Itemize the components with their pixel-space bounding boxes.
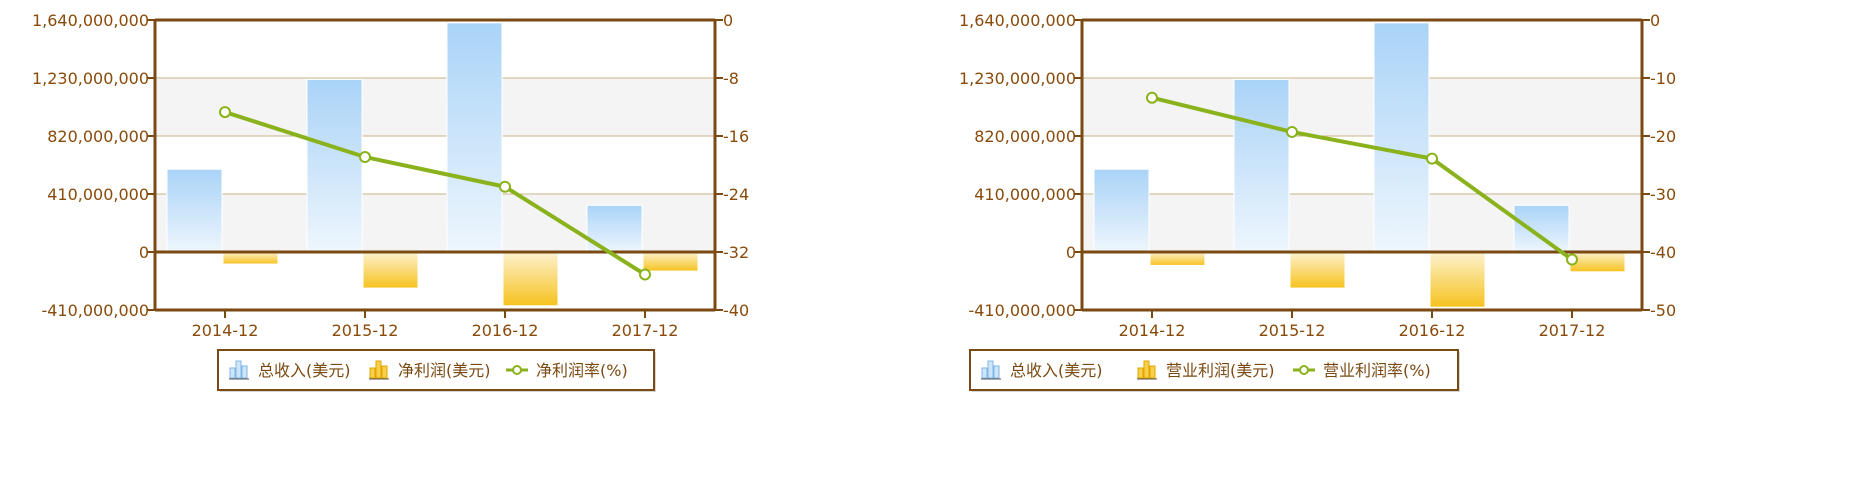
- y-left-tick-label: -410,000,000: [968, 301, 1076, 320]
- bar-chart-orange-icon: [369, 360, 389, 380]
- x-tick-label-2015-12: 2015-12: [332, 321, 399, 340]
- y-right-tick-label: -20: [1650, 127, 1676, 146]
- legend-item-0[interactable]: 总收入(美元): [229, 360, 351, 380]
- x-tick-label-2015-12: 2015-12: [1259, 321, 1326, 340]
- bar-profit-2016-12[interactable]: [502, 251, 559, 307]
- legend-label: 营业利润(美元): [1166, 361, 1275, 380]
- y-left-tick-label: 1,640,000,000: [32, 11, 149, 30]
- bar-revenue-2016-12[interactable]: [446, 22, 503, 253]
- bar-revenue-2017-12[interactable]: [1513, 204, 1570, 253]
- bar-profit-2017-12[interactable]: [642, 251, 699, 272]
- chart-operating-profit: 1,640,000,000 0 1,230,000,000 -10 820,000,00…: [959, 11, 1676, 392]
- legend-box: [969, 349, 1459, 391]
- bar-revenue-2014-12[interactable]: [166, 168, 223, 253]
- bar-profit-2016-12[interactable]: [1429, 251, 1486, 308]
- x-tick-label-2017-12: 2017-12: [612, 321, 679, 340]
- bar-chart-orange-icon: [1137, 360, 1157, 380]
- y-left-tick-label: 820,000,000: [974, 127, 1076, 146]
- grid-band: [155, 78, 715, 136]
- y-left-tick-label: 1,230,000,000: [959, 69, 1076, 88]
- legend-label: 总收入(美元): [1010, 361, 1103, 380]
- bar-profit-2015-12[interactable]: [1289, 251, 1346, 289]
- legend-item-1[interactable]: 净利润(美元): [369, 360, 491, 380]
- y-right-tick-label: -24: [723, 185, 749, 204]
- margin-point-2014-12[interactable]: [1146, 91, 1158, 104]
- bar-chart-blue-icon: [981, 360, 1001, 380]
- y-right-tick-label: -32: [723, 243, 749, 262]
- y-right-tick-label: 0: [723, 11, 733, 30]
- y-left-tick-label: 1,640,000,000: [959, 11, 1076, 30]
- y-right-tick-label: -30: [1650, 185, 1676, 204]
- y-left-tick-label: 0: [1066, 243, 1076, 262]
- y-left-tick-label: 410,000,000: [974, 185, 1076, 204]
- x-tick-label-2014-12: 2014-12: [1119, 321, 1186, 340]
- margin-point-2016-12[interactable]: [499, 180, 511, 193]
- grid-band: [1082, 78, 1642, 136]
- legend-item-0[interactable]: 总收入(美元): [981, 360, 1103, 380]
- legend-label: 净利润(美元): [398, 361, 491, 380]
- legend-label: 总收入(美元): [258, 361, 351, 380]
- x-tick-label-2016-12: 2016-12: [1399, 321, 1466, 340]
- bar-revenue-2016-12[interactable]: [1373, 22, 1430, 253]
- legend-item-2[interactable]: 营业利润率(%): [1293, 361, 1431, 380]
- line-marker-icon: [1293, 365, 1315, 375]
- margin-point-2015-12[interactable]: [359, 151, 371, 164]
- bar-revenue-2015-12[interactable]: [1233, 78, 1290, 253]
- bar-chart-blue-icon: [229, 360, 249, 380]
- legend-item-2[interactable]: 净利润率(%): [506, 361, 628, 380]
- y-right-tick-label: -50: [1650, 301, 1676, 320]
- margin-point-2014-12[interactable]: [219, 106, 231, 119]
- legend: 总收入(美元) 净利润(美元) 净利润率(%): [217, 349, 656, 392]
- line-marker-icon: [506, 365, 528, 375]
- bar-revenue-2015-12[interactable]: [306, 78, 363, 253]
- legend-item-1[interactable]: 营业利润(美元): [1137, 360, 1275, 380]
- margin-line: [1151, 95, 1574, 262]
- x-tick-label-2016-12: 2016-12: [472, 321, 539, 340]
- legend: 总收入(美元) 营业利润(美元) 营业利润率(%): [969, 349, 1460, 392]
- y-left-tick-label: -410,000,000: [41, 301, 149, 320]
- y-left-tick-label: 1,230,000,000: [32, 69, 149, 88]
- y-right-tick-label: -8: [723, 69, 739, 88]
- margin-point-2015-12[interactable]: [1286, 125, 1298, 138]
- y-right-tick-label: -40: [1650, 243, 1676, 262]
- bar-profit-2015-12[interactable]: [362, 251, 419, 289]
- margin-point-2017-12[interactable]: [639, 268, 651, 281]
- chart-net-profit: 1,640,000,000 0 1,230,000,000 -8 820,000,000…: [32, 11, 749, 392]
- legend-box: [217, 349, 655, 391]
- y-right-tick-label: -10: [1650, 69, 1676, 88]
- margin-line: [224, 110, 647, 277]
- y-right-tick-label: -16: [723, 127, 749, 146]
- bar-profit-2014-12[interactable]: [222, 251, 279, 265]
- y-left-tick-label: 820,000,000: [47, 127, 149, 146]
- bar-revenue-2014-12[interactable]: [1093, 168, 1150, 253]
- margin-point-2017-12[interactable]: [1566, 253, 1578, 266]
- y-left-tick-label: 410,000,000: [47, 185, 149, 204]
- bar-profit-2014-12[interactable]: [1149, 251, 1206, 266]
- x-tick-label-2017-12: 2017-12: [1539, 321, 1606, 340]
- y-right-tick-label: -40: [723, 301, 749, 320]
- y-left-tick-label: 0: [139, 243, 149, 262]
- y-right-tick-label: 0: [1650, 11, 1660, 30]
- margin-point-2016-12[interactable]: [1426, 152, 1438, 165]
- legend-label: 营业利润率(%): [1323, 361, 1431, 380]
- bar-profit-2017-12[interactable]: [1569, 251, 1626, 273]
- legend-label: 净利润率(%): [536, 361, 628, 380]
- x-tick-label-2014-12: 2014-12: [192, 321, 259, 340]
